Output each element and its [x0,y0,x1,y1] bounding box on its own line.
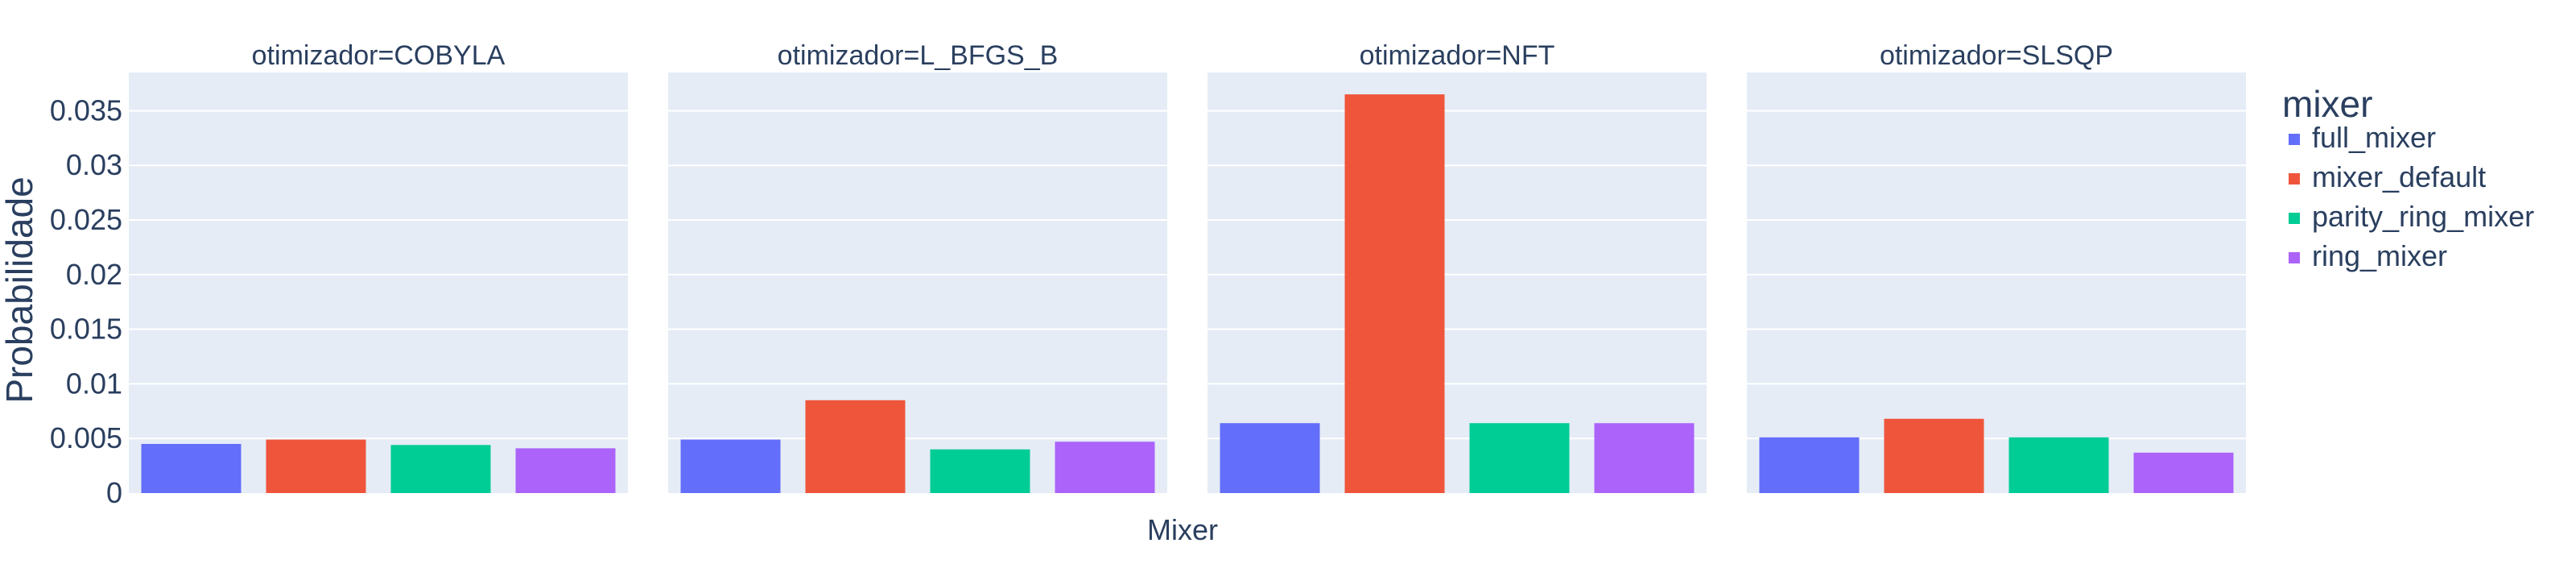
facet-title: otimizador=NFT [1360,40,1555,71]
legend-swatch [2289,252,2300,263]
bar-mixer_default [1884,418,1984,493]
legend-label: mixer_default [2312,160,2486,193]
facet-background [668,73,1167,493]
facet-title: otimizador=COBYLA [252,40,506,71]
facet-title: otimizador=SLSQP [1880,40,2113,71]
legend-item: parity_ring_mixer [2289,200,2534,233]
y-tick-label: 0.025 [50,203,122,236]
legend-item: ring_mixer [2289,239,2447,272]
bar-full_mixer [680,439,781,493]
facet-panel: otimizador=L_BFGS_B [668,40,1167,493]
y-tick-label: 0.035 [50,93,122,126]
bar-mixer_default [1344,94,1445,493]
legend-items: full_mixer mixer_default parity_ring_mixer… [2289,121,2534,272]
legend: mixer full_mixer mixer_default parity_ring… [2282,83,2534,272]
bar-parity_ring_mixer [1469,423,1570,493]
y-tick-label: 0.01 [66,367,122,400]
facet-background [1208,73,1707,493]
bar-ring_mixer [515,448,616,493]
legend-title: mixer [2282,83,2372,125]
x-axis-title: Mixer [1147,513,1218,546]
bar-full_mixer [1759,437,1860,493]
bar-ring_mixer [1594,423,1695,493]
y-axis-title: Probabilidade [0,176,40,403]
y-tick-label: 0 [106,476,122,509]
bar-parity_ring_mixer [930,449,1030,493]
y-tick-label: 0.02 [66,258,122,291]
bar-parity_ring_mixer [390,445,491,493]
legend-label: ring_mixer [2312,239,2447,272]
legend-item: mixer_default [2289,160,2486,193]
facet-panel: otimizador=NFT [1208,40,1707,493]
facet-background [129,73,628,493]
legend-swatch [2289,134,2300,145]
facet-panel: otimizador=SLSQP [1747,40,2246,493]
facet-panels: otimizador=COBYLA otimizador=L_BFGS_B otim… [129,40,2246,493]
facet-title: otimizador=L_BFGS_B [778,40,1059,71]
legend-label: parity_ring_mixer [2312,200,2534,233]
y-tick-label: 0.005 [50,421,122,454]
bar-full_mixer [1220,423,1320,493]
y-tick-label: 0.015 [50,313,122,346]
bar-full_mixer [141,443,242,493]
legend-swatch [2289,173,2300,184]
bar-mixer_default [266,439,366,493]
facet-panel: otimizador=COBYLA [129,40,628,493]
bar-mixer_default [805,400,906,493]
bar-parity_ring_mixer [2008,437,2109,493]
y-axis: 0 0.005 0.01 0.015 0.02 0.025 0.03 0.035 [50,93,122,509]
legend-item: full_mixer [2289,121,2436,154]
facet-background [1747,73,2246,493]
y-tick-label: 0.03 [66,148,122,181]
legend-swatch [2289,213,2300,224]
bar-ring_mixer [1055,442,1155,493]
bar-ring_mixer [2133,452,2234,493]
legend-label: full_mixer [2312,121,2436,154]
